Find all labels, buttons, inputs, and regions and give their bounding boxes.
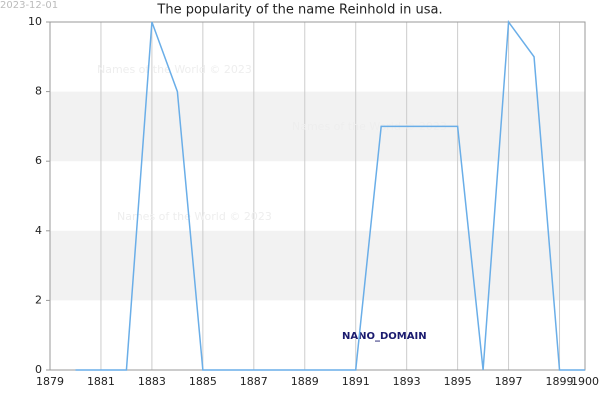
domain-label: NANO_DOMAIN (342, 331, 427, 342)
y-tick-label: 8 (35, 85, 42, 98)
line (75, 19, 585, 371)
grid-band (50, 91, 585, 162)
x-tick-label: 1893 (393, 375, 421, 388)
x-tick-label: 1889 (291, 375, 319, 388)
watermark: Names of the World © 2023 (292, 120, 447, 133)
x-tick-label: 1885 (189, 375, 217, 388)
x-tick-label: 1879 (36, 375, 64, 388)
y-tick-label: 2 (35, 293, 42, 306)
y-tick-label: 4 (35, 224, 42, 237)
x-tick-label: 1897 (495, 375, 523, 388)
y-tick-label: 10 (28, 15, 42, 28)
watermark: Names of the World © 2023 (97, 63, 252, 76)
x-tick-label: 1900 (571, 375, 599, 388)
x-tick-label: 1883 (138, 375, 166, 388)
x-tick-label: 1891 (342, 375, 370, 388)
x-tick-label: 1899 (546, 375, 574, 388)
y-tick-label: 0 (35, 363, 42, 376)
chart-title: The popularity of the name Reinhold in u… (156, 3, 442, 18)
x-tick-label: 1881 (87, 375, 115, 388)
y-tick-label: 6 (35, 154, 42, 167)
x-tick-label: 1895 (444, 375, 472, 388)
date-stamp: 2023-12-01 (0, 0, 58, 11)
grid-band (50, 230, 585, 301)
x-tick-label: 1887 (240, 375, 268, 388)
watermark: Names of the World © 2023 (117, 210, 272, 223)
